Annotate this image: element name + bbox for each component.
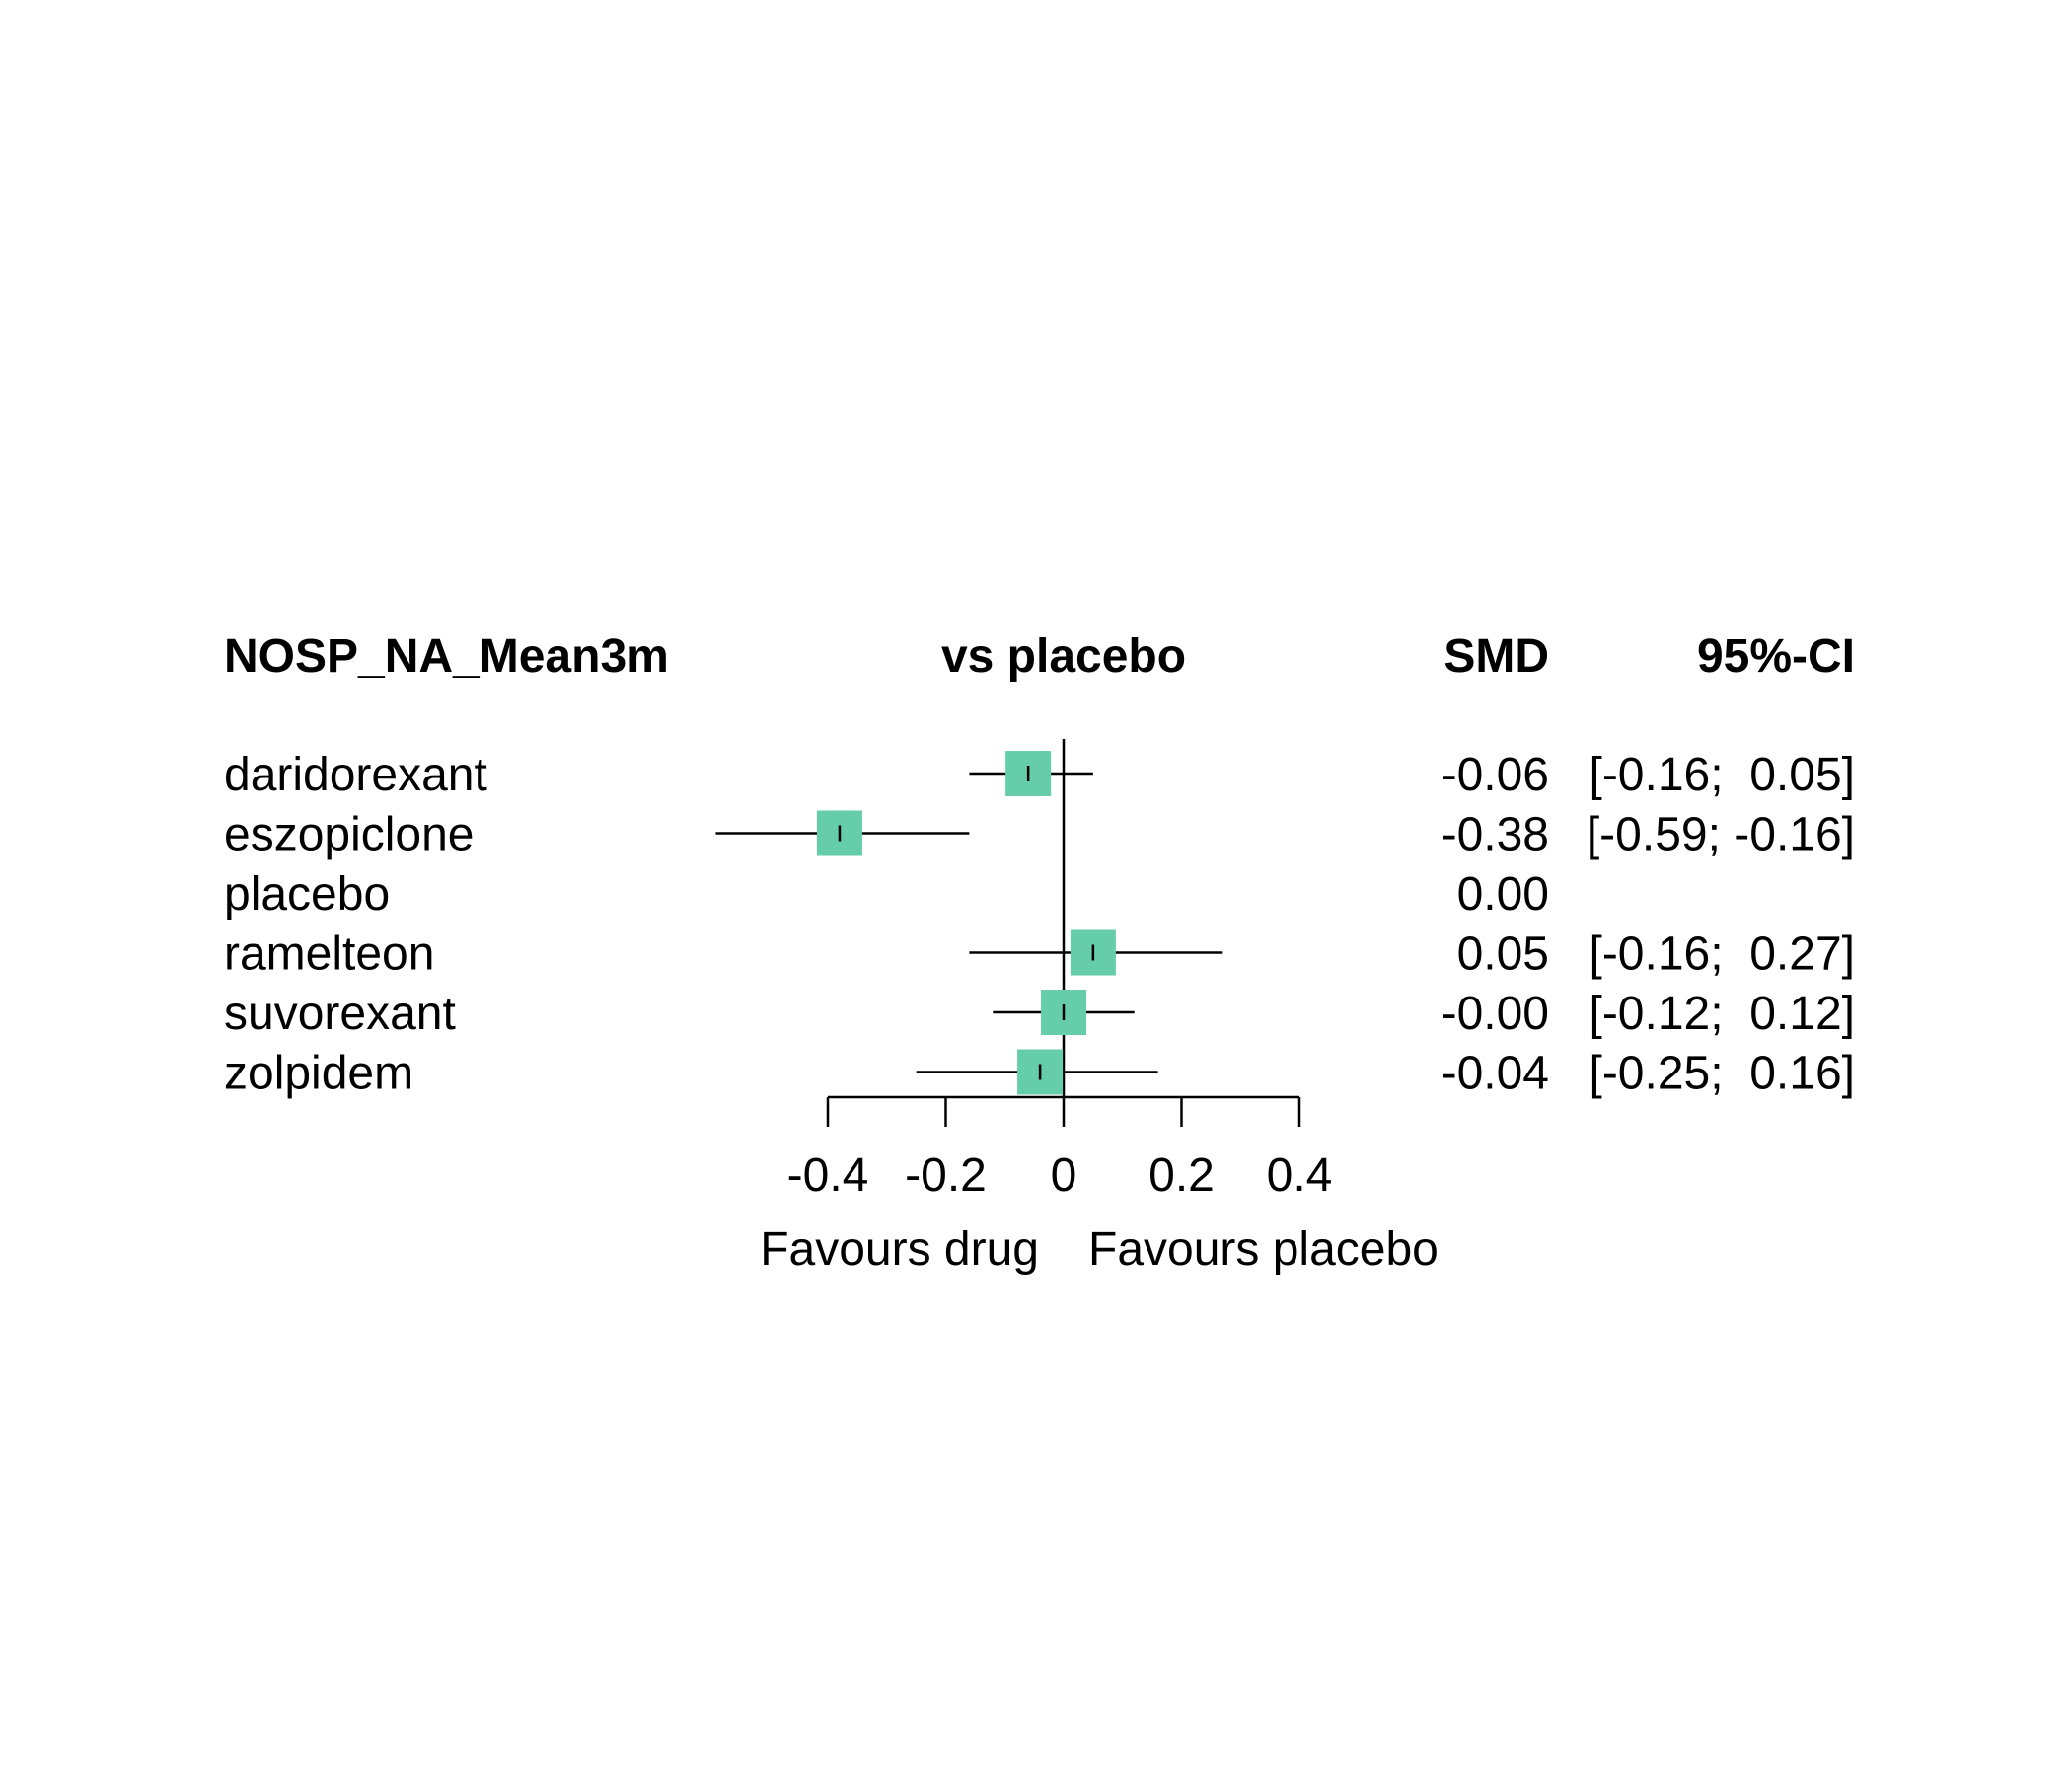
treatment-label: zolpidem <box>224 1048 413 1100</box>
forest-row: daridorexant -0.06 [-0.16; 0.05] <box>224 749 1855 801</box>
x-axis: -0.4 -0.2 0 0.2 0.4 <box>787 1095 1333 1202</box>
ci-value: [-0.59; -0.16] <box>1587 809 1855 861</box>
treatment-label: daridorexant <box>224 749 487 801</box>
ci-value: [-0.12; 0.12] <box>1589 988 1855 1040</box>
ci-value: [-0.16; 0.27] <box>1589 928 1855 981</box>
treatment-label: suvorexant <box>224 988 456 1040</box>
smd-value: 0.05 <box>1457 928 1549 981</box>
treatment-label: ramelteon <box>224 928 434 981</box>
smd-header: SMD <box>1443 630 1549 683</box>
forest-row: eszopiclone -0.38 [-0.59; -0.16] <box>224 809 1855 861</box>
forest-row: zolpidem -0.04 [-0.25; 0.16] <box>224 1048 1855 1100</box>
ci-value: [-0.16; 0.05] <box>1589 749 1855 801</box>
favours-placebo-label: Favours placebo <box>1088 1223 1439 1276</box>
smd-value: -0.38 <box>1442 809 1549 861</box>
outcome-header: NOSP_NA_Mean3m <box>224 630 669 683</box>
ci-header: 95%-CI <box>1697 630 1855 683</box>
smd-value: 0.00 <box>1457 868 1549 921</box>
ci-value: [-0.25; 0.16] <box>1589 1048 1855 1100</box>
treatment-label: eszopiclone <box>224 809 475 861</box>
x-tick-label: 0.2 <box>1148 1149 1215 1202</box>
comparison-header: vs placebo <box>941 630 1186 683</box>
x-tick-label: 0.4 <box>1267 1149 1333 1202</box>
forest-rows: daridorexant -0.06 [-0.16; 0.05] eszopiclon… <box>224 739 1855 1100</box>
forest-row: suvorexant -0.00 [-0.12; 0.12] <box>224 988 1855 1040</box>
x-tick-label: 0 <box>1051 1149 1077 1202</box>
smd-value: -0.00 <box>1442 988 1549 1040</box>
treatment-label: placebo <box>224 868 390 921</box>
smd-value: -0.06 <box>1442 749 1549 801</box>
forest-row: placebo 0.00 <box>224 868 1549 921</box>
x-tick-label: -0.2 <box>905 1149 987 1202</box>
x-tick-label: -0.4 <box>787 1149 869 1202</box>
favours-drug-label: Favours drug <box>760 1223 1039 1276</box>
smd-value: -0.04 <box>1442 1048 1549 1100</box>
forest-row: ramelteon 0.05 [-0.16; 0.27] <box>224 928 1855 981</box>
